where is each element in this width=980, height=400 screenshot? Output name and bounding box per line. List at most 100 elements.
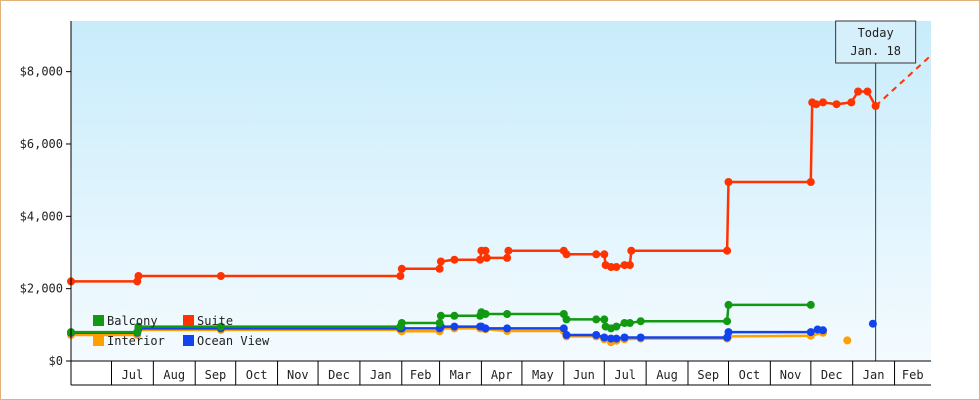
plot-area [71,21,931,361]
x-tick-label: Mar [450,368,472,382]
x-tick-label: Aug [163,368,185,382]
data-point [620,333,629,342]
data-point [724,300,733,309]
series-balcony [67,300,815,337]
data-point [832,100,841,109]
data-point [436,311,445,320]
today-date-label: Jan. 18 [850,44,901,58]
data-point [812,100,821,109]
data-point [397,319,406,327]
x-tick-label: Feb [902,368,924,382]
x-tick-label: Dec [328,368,350,382]
data-point [559,324,568,333]
data-point [562,315,571,324]
data-point [562,331,571,339]
data-point [724,178,733,186]
data-point [481,246,490,255]
data-point [436,257,445,266]
data-point [625,319,634,327]
y-tick-label: $2,000 [20,282,63,296]
data-point [435,319,444,327]
legend: Balcony Suite Interior Ocean View [93,314,270,348]
data-point [863,87,872,96]
data-point [806,328,815,337]
data-point [806,300,815,309]
data-point [396,272,405,280]
data-point [847,98,856,107]
data-point [868,319,877,328]
data-point [481,324,490,333]
data-point [397,264,406,273]
x-tick-label: Jul [122,368,144,382]
data-point [503,253,512,262]
x-tick-label: Oct [246,368,268,382]
legend-swatch-interior [93,335,104,346]
data-point [134,272,143,280]
data-point [450,255,459,264]
legend-swatch-balcony [93,315,104,326]
data-point [134,322,143,331]
y-tick-label: $8,000 [20,65,63,79]
data-point [503,310,512,318]
series-suite [67,54,932,286]
data-point [854,87,863,96]
x-tick-label: Sep [697,368,719,382]
y-tick-label: $4,000 [20,209,63,223]
data-point [843,336,852,345]
y-tick-label: $0 [49,354,63,368]
data-point [450,322,459,331]
x-tick-label: Aug [656,368,678,382]
x-tick-label: Jan [370,368,392,382]
data-point [612,263,621,271]
data-point [723,246,732,255]
data-point [723,317,732,326]
data-point [600,250,609,259]
x-tick-label: Apr [491,368,513,382]
data-point [724,328,733,337]
x-tick-label: May [532,368,554,382]
data-point [612,334,621,343]
data-point [562,250,571,259]
today-marker: Today Jan. 18 [835,20,917,361]
data-point [435,264,444,273]
data-point [482,253,491,262]
data-point [216,272,225,280]
data-point [806,178,815,186]
data-point [636,333,645,342]
x-tick-label: Feb [410,368,432,382]
data-point [600,333,609,342]
data-point [476,255,485,264]
x-tick-label: Nov [287,368,309,382]
data-point [627,246,636,255]
data-point [600,315,609,324]
legend-label-balcony: Balcony [107,314,158,328]
x-tick-label: Sep [205,368,227,382]
data-point [819,98,827,107]
x-tick-label: Oct [739,368,761,382]
y-tick-label: $6,000 [20,137,63,151]
legend-label-suite: Suite [197,314,233,328]
data-point [450,311,459,320]
x-tick-label: Jan [863,368,885,382]
data-point [636,317,645,326]
legend-label-interior: Interior [107,334,165,348]
data-point [592,315,601,324]
axes: $0 $2,000 $4,000 $6,000 $8,000 Jul Aug Sep Oct No… [20,21,931,386]
today-label: Today [858,26,894,40]
today-box [835,20,917,64]
data-point [871,102,880,110]
x-tick-label: Jun [573,368,595,382]
legend-swatch-suite [183,315,194,326]
data-point [504,246,513,255]
data-point [592,250,601,259]
legend-label-ocean-view: Ocean View [197,334,270,348]
legend-swatch-ocean-view [183,335,194,346]
data-point [625,261,634,270]
series-projection-suite [874,54,932,107]
x-tick-label: Jul [614,368,636,382]
data-point [503,324,512,333]
data-point [819,326,827,335]
x-tick-label: Dec [821,368,843,382]
